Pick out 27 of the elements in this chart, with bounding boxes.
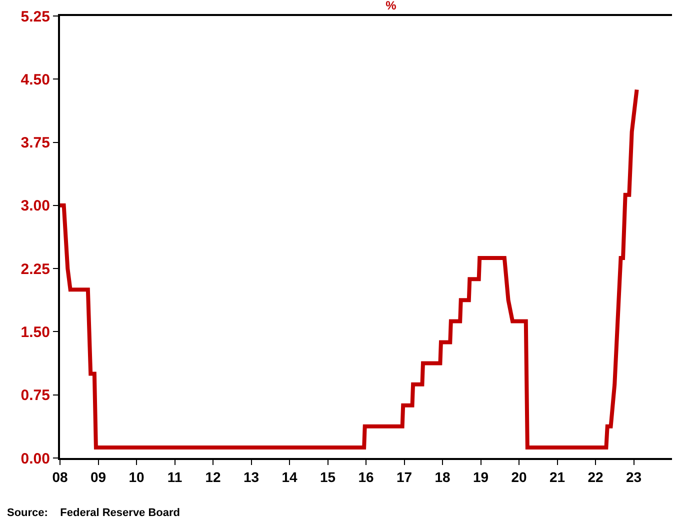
x-tick-label: 20 (511, 468, 527, 485)
x-tick-label: 13 (243, 468, 260, 485)
x-tick-label: 15 (320, 468, 336, 485)
y-tick-label: 4.50 (20, 71, 50, 88)
x-tick-label: 23 (626, 468, 642, 485)
source-note: Source: Federal Reserve Board (7, 507, 180, 518)
x-tick-label: 11 (167, 468, 182, 485)
y-tick-label: 1.50 (20, 324, 50, 341)
y-tick-label: 0.75 (20, 387, 50, 404)
x-tick-label: 17 (396, 468, 412, 485)
x-tick-label: 12 (205, 468, 221, 485)
x-tick-label: 19 (472, 468, 489, 485)
y-tick-label: 3.00 (20, 198, 50, 215)
y-tick-label: 2.25 (20, 260, 50, 278)
x-tick-label: 18 (434, 468, 450, 485)
x-tick-label: 09 (90, 468, 106, 485)
x-tick-label: 21 (549, 468, 566, 485)
chart-title: % (386, 0, 397, 12)
line-series (60, 88, 639, 450)
x-tick-label: 10 (128, 468, 144, 485)
y-tick-label: 5.25 (20, 8, 50, 26)
y-tick-label: 0.00 (20, 450, 50, 468)
x-tick-label: 22 (588, 468, 604, 485)
x-tick-label: 16 (358, 468, 374, 485)
x-tick-label: 14 (282, 468, 298, 485)
y-tick-label: 3.75 (20, 134, 50, 152)
x-tick-label: 08 (52, 468, 68, 485)
